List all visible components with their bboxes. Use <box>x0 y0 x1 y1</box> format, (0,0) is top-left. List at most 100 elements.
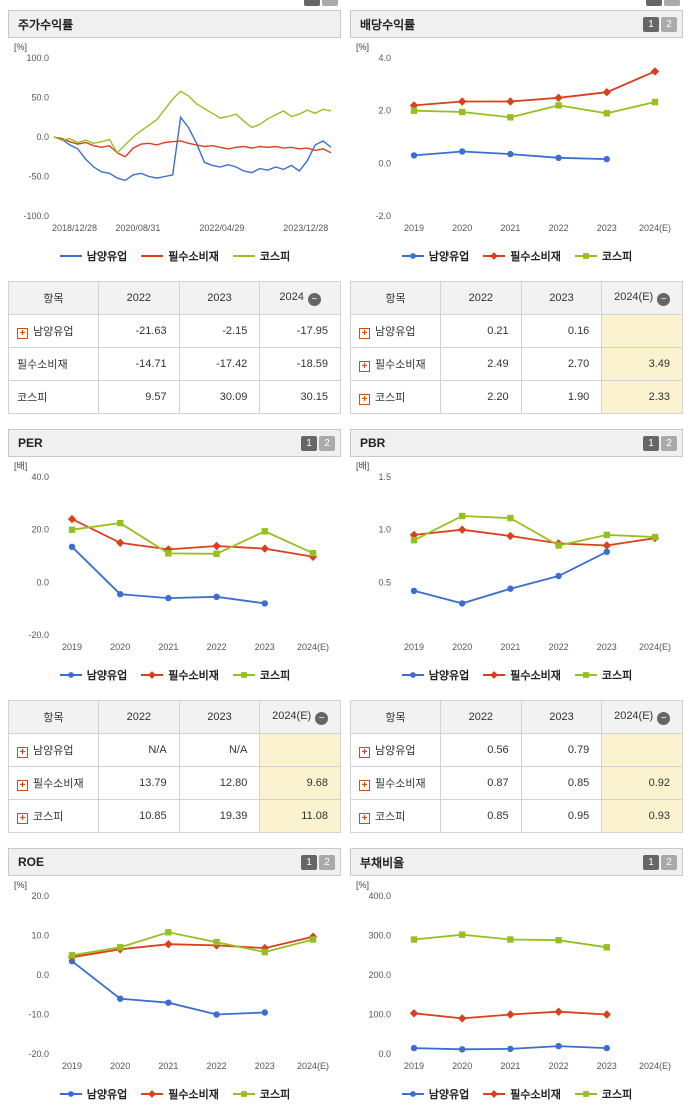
expand-row-icon[interactable]: + <box>359 361 370 372</box>
cell-value: 9.57 <box>98 380 180 414</box>
expand-row-icon[interactable]: + <box>359 747 370 758</box>
panel-title: 주가수익률 <box>18 17 74 32</box>
svg-text:2.0: 2.0 <box>378 106 391 116</box>
cell-value: -17.95 <box>259 314 341 348</box>
cropped-toggle-buttons[interactable] <box>304 0 339 6</box>
legend-item-namyang[interactable]: 남양유업 <box>59 1086 127 1102</box>
expand-row-icon[interactable]: + <box>359 813 370 824</box>
svg-text:2023: 2023 <box>597 223 617 233</box>
expand-row-icon[interactable]: + <box>17 747 28 758</box>
col-header-label: 2024(E) <box>614 709 654 722</box>
legend-label: 남양유업 <box>428 251 470 263</box>
collapse-column-icon[interactable]: − <box>315 711 329 725</box>
legend-item-namyang[interactable]: 남양유업 <box>59 667 127 683</box>
circle-marker-swatch <box>401 1089 425 1099</box>
cell-value: 30.09 <box>178 380 261 414</box>
cell-value: 0.87 <box>440 766 522 800</box>
collapse-column-icon[interactable]: − <box>657 711 671 725</box>
diamond-marker-swatch <box>482 1089 506 1099</box>
legend-label: 코스피 <box>259 670 291 682</box>
col-header: 2022 <box>440 700 522 734</box>
chart-period-toggle-2[interactable]: 2 <box>319 435 335 451</box>
svg-text:[배]: [배] <box>14 461 27 471</box>
legend-item-namyang[interactable]: 남양유업 <box>59 248 127 264</box>
svg-text:[%]: [%] <box>14 880 27 890</box>
square-marker-swatch <box>574 670 598 680</box>
expand-row-icon[interactable]: + <box>17 813 28 824</box>
legend-item-kospi[interactable]: 코스피 <box>232 667 290 683</box>
chart-period-toggle-1[interactable]: 1 <box>643 16 659 32</box>
chart-period-toggle-1[interactable]: 1 <box>643 435 659 451</box>
chart-legend: 남양유업 필수소비재 코스피 <box>350 1084 683 1104</box>
chart-legend: 남양유업 필수소비재 코스피 <box>8 1084 341 1104</box>
dividend-yield-table: 항목 2022 2023 2024(E) − + 남양유업 0.21 0.16 + 필수소비재 2.4… <box>350 281 683 414</box>
col-header-label: 2022 <box>468 711 494 723</box>
pbr-chart: [배] 1.5 1.0 0.5 2019 2020 2021 2022 2023 2024(E) <box>356 461 671 652</box>
legend-item-namyang[interactable]: 남양유업 <box>401 667 469 683</box>
legend-item-kospi[interactable]: 코스피 <box>574 1086 632 1102</box>
panel-title: 배당수익률 <box>360 17 416 32</box>
legend-item-kospi[interactable]: 코스피 <box>574 248 632 264</box>
chart-period-toggle-cropped[interactable] <box>646 0 662 6</box>
col-header: 2022 <box>98 281 180 315</box>
chart-period-toggle-1[interactable]: 1 <box>301 435 317 451</box>
legend-item-staples[interactable]: 필수소비재 <box>140 248 219 264</box>
col-header-label: 2023 <box>207 292 232 304</box>
cell-value: 0.79 <box>520 733 603 767</box>
svg-text:[배]: [배] <box>356 461 369 471</box>
legend-item-staples[interactable]: 필수소비재 <box>140 667 219 683</box>
col-header: 2023 <box>520 700 603 734</box>
chart-period-toggle-1[interactable]: 1 <box>301 854 317 870</box>
pbr-table: 항목 2022 2023 2024(E) − + 남양유업 0.56 0.79 + 필수소비재 0.8… <box>350 700 683 833</box>
svg-text:2023: 2023 <box>255 642 275 652</box>
cell-value: 30.15 <box>259 380 341 414</box>
chart-period-toggle-2[interactable]: 2 <box>661 16 677 32</box>
svg-text:0.5: 0.5 <box>378 577 391 587</box>
chart-period-toggle-2[interactable]: 2 <box>661 854 677 870</box>
legend-item-kospi[interactable]: 코스피 <box>232 1086 290 1102</box>
chart-period-toggle-2[interactable]: 2 <box>319 854 335 870</box>
col-header-label: 항목 <box>43 293 64 305</box>
chart-period-toggle-2[interactable]: 2 <box>661 435 677 451</box>
expand-row-icon[interactable]: + <box>17 328 28 339</box>
series-staples <box>409 1007 611 1023</box>
series-staples <box>409 67 660 110</box>
collapse-column-icon[interactable]: − <box>307 292 321 306</box>
chart-period-toggle-cropped[interactable] <box>322 0 338 6</box>
table-header-row: 항목 2022 2023 2024(E) − <box>350 281 683 315</box>
legend-item-kospi[interactable]: 코스피 <box>232 248 290 264</box>
row-label: 남양유업 <box>33 745 74 757</box>
row-label-cell: + 코스피 <box>350 799 441 833</box>
legend-label: 남양유업 <box>86 670 128 682</box>
chart-period-toggle-cropped[interactable] <box>304 0 320 6</box>
expand-row-icon[interactable]: + <box>359 780 370 791</box>
expand-row-icon[interactable]: + <box>359 328 370 339</box>
svg-text:0.0: 0.0 <box>36 970 49 980</box>
legend-item-staples[interactable]: 필수소비재 <box>482 667 561 683</box>
svg-text:2019: 2019 <box>404 223 424 233</box>
expand-row-icon[interactable]: + <box>359 394 370 405</box>
col-header: 2024(E) − <box>601 281 683 315</box>
legend-item-namyang[interactable]: 남양유업 <box>401 248 469 264</box>
chart-period-toggle-cropped[interactable] <box>664 0 680 6</box>
legend-label: 남양유업 <box>86 1089 128 1101</box>
legend-label: 코스피 <box>601 251 633 263</box>
cell-value: 0.95 <box>520 799 603 833</box>
legend-label: 필수소비재 <box>510 1089 561 1101</box>
legend-item-staples[interactable]: 필수소비재 <box>140 1086 219 1102</box>
row-label-cell: + 남양유업 <box>350 314 441 348</box>
collapse-column-icon[interactable]: − <box>657 292 671 306</box>
panel-price-return: 주가수익률 [%] 100.0 50.0 0.0 -50.0 -100.0 2018/12/… <box>8 10 341 266</box>
svg-text:0.0: 0.0 <box>378 158 391 168</box>
legend-item-staples[interactable]: 필수소비재 <box>482 1086 561 1102</box>
series-kospi <box>410 512 659 549</box>
row-label-cell: + 필수소비재 <box>8 766 99 800</box>
legend-item-namyang[interactable]: 남양유업 <box>401 1086 469 1102</box>
legend-item-staples[interactable]: 필수소비재 <box>482 248 561 264</box>
expand-row-icon[interactable]: + <box>17 780 28 791</box>
chart-period-toggle-1[interactable]: 1 <box>643 854 659 870</box>
cropped-toggle-buttons[interactable] <box>646 0 681 6</box>
legend-item-kospi[interactable]: 코스피 <box>574 667 632 683</box>
